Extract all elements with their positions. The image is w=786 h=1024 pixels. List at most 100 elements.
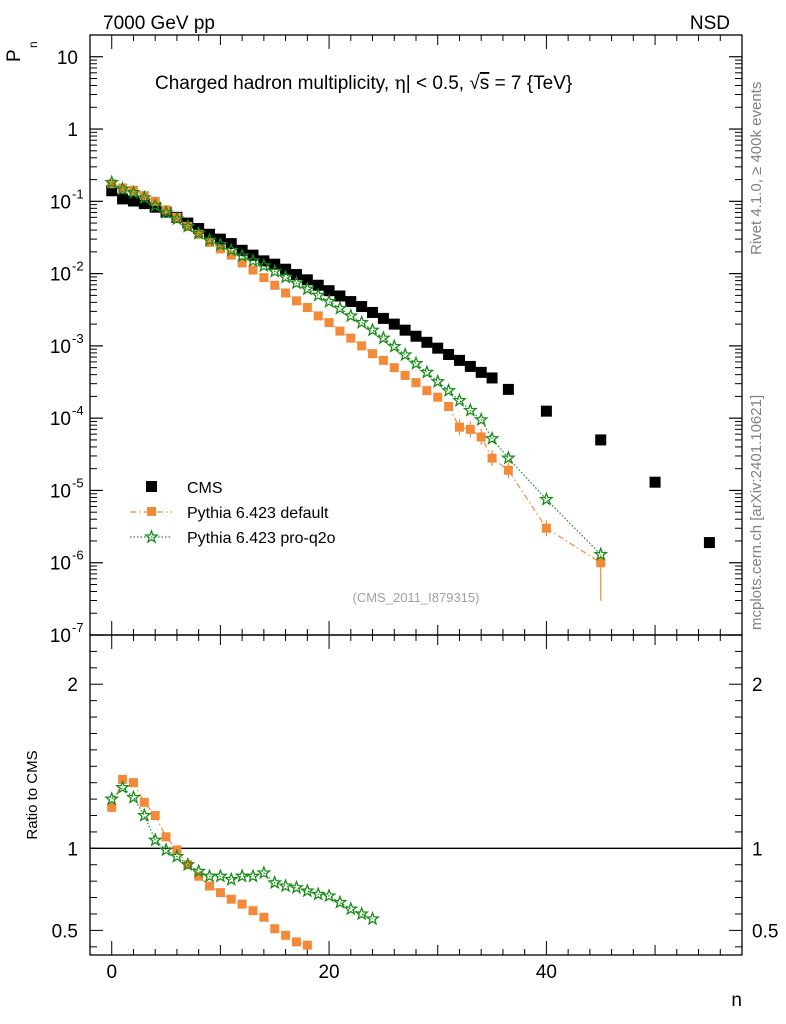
ratio-default-point xyxy=(161,832,171,842)
cms-data-point xyxy=(421,336,433,348)
ratio-default-point xyxy=(118,774,128,784)
ratio-proq2o-point xyxy=(267,874,283,890)
default-data-point xyxy=(400,370,410,380)
legend-cms-label: CMS xyxy=(187,480,223,497)
ratio-proq2o-point xyxy=(136,807,152,822)
proq2o-data-point xyxy=(386,338,402,353)
ratio-proq2o-point xyxy=(169,848,185,863)
cms-data-point xyxy=(703,537,715,549)
default-data-point xyxy=(324,318,334,328)
proq2o-data-point xyxy=(430,373,446,389)
ratio-proq2o-point xyxy=(299,883,315,898)
default-data-point xyxy=(422,386,432,396)
proq2o-data-point xyxy=(365,322,381,337)
cms-data-point xyxy=(502,383,514,395)
proq2o-data-point xyxy=(375,330,391,345)
default-data-point xyxy=(194,229,204,239)
main-y-tick-label: 10 xyxy=(50,481,71,502)
main-y-tick-label: 10 xyxy=(57,48,78,69)
ratio-proq2o-point xyxy=(191,863,207,878)
default-data-point xyxy=(107,179,117,189)
ratio-proq2o-point xyxy=(256,865,272,880)
default-data-point xyxy=(172,212,182,222)
default-data-point xyxy=(237,258,247,268)
ratio-proq2o-point xyxy=(147,832,163,847)
main-y-tick-exponent: -6 xyxy=(72,548,84,563)
legend-default-marker xyxy=(147,507,156,516)
default-series-line xyxy=(111,183,602,564)
proq2o-data-point xyxy=(180,218,196,233)
proq2o-data-point xyxy=(125,184,141,199)
default-data-point xyxy=(596,558,606,568)
ratio-proq2o-point xyxy=(354,906,370,921)
proq2o-data-point xyxy=(484,430,500,446)
cms-data-point xyxy=(464,360,476,372)
ratio-panel-frame xyxy=(89,634,743,956)
default-data-point xyxy=(313,311,323,321)
cms-data-point xyxy=(540,405,552,417)
ratio-default-point xyxy=(205,881,215,891)
proq2o-data-point xyxy=(473,411,489,427)
proq2o-data-point xyxy=(500,450,516,465)
proq2o-data-point xyxy=(169,211,185,226)
ratio-proq2o-point xyxy=(125,789,141,804)
ratio-default-point xyxy=(237,899,247,909)
main-y-tick-label: 10 xyxy=(50,409,71,430)
legend-cms-marker xyxy=(146,481,157,492)
ratio-proq2o-point xyxy=(115,779,131,794)
ratio-default-point xyxy=(248,906,258,916)
ratio-proq2o-point xyxy=(104,791,120,806)
main-y-tick-exponent: -1 xyxy=(72,186,84,201)
proq2o-data-point xyxy=(158,204,174,219)
ratio-default-point xyxy=(259,912,269,922)
ratio-proq2o-point xyxy=(332,894,348,909)
cms-data-point xyxy=(149,201,161,213)
proq2o-data-point xyxy=(451,392,467,407)
default-data-point xyxy=(487,453,497,463)
proq2o-data-point xyxy=(419,364,435,379)
main-y-tick-label: 1 xyxy=(67,120,78,141)
ratio-proq2o-point xyxy=(234,868,250,883)
ratio-default-point xyxy=(291,937,301,947)
proq2o-data-point xyxy=(321,293,337,308)
cms-data-point xyxy=(117,193,129,205)
cms-data-point xyxy=(138,198,150,210)
ratio-series-group xyxy=(104,774,381,950)
ratio-proq2o-point xyxy=(321,888,337,903)
cms-data-point xyxy=(410,330,422,342)
default-data-point xyxy=(161,205,171,215)
proq2o-data-point xyxy=(256,257,272,273)
proq2o-data-point xyxy=(191,225,207,240)
default-data-point xyxy=(226,250,236,260)
cms-data-point xyxy=(475,366,487,378)
cms-data-point xyxy=(443,348,455,360)
proq2o-data-point xyxy=(441,382,457,398)
default-data-point xyxy=(444,401,454,411)
svg-text:P: P xyxy=(4,49,25,62)
proq2o-data-point xyxy=(136,189,152,205)
default-data-point xyxy=(128,185,138,195)
ratio-proq2o-point xyxy=(365,911,381,926)
ratio-proq2o-point xyxy=(343,901,359,916)
cms-data-point xyxy=(486,372,498,384)
proq2o-data-point xyxy=(538,491,554,506)
proq2o-series-line xyxy=(111,182,602,555)
proq2o-data-point xyxy=(104,174,120,189)
main-y-tick-exponent: -2 xyxy=(72,259,84,274)
main-y-axis-label: P n xyxy=(4,41,40,62)
proq2o-data-point xyxy=(202,232,218,247)
main-y-tick-label: 10 xyxy=(50,265,71,286)
x-tick-label: 40 xyxy=(536,962,557,983)
cms-data-point xyxy=(345,296,357,308)
default-data-point xyxy=(476,432,486,442)
cms-data-point xyxy=(323,285,335,297)
cms-data-point xyxy=(106,185,118,197)
ratio-y-tick-labels: 0.5 0.5 1 1 2 2 xyxy=(52,675,779,942)
legend-proq2o-marker xyxy=(144,529,159,544)
header-energy-label: 7000 GeV pp xyxy=(103,13,215,34)
main-y-tick-exponent: -5 xyxy=(72,475,84,490)
header-process-label: NSD xyxy=(690,13,730,34)
main-y-tick-exponent: -3 xyxy=(72,331,84,346)
ratio-y-tick-label-right: 0.5 xyxy=(752,921,778,942)
cms-data-point xyxy=(377,312,389,324)
